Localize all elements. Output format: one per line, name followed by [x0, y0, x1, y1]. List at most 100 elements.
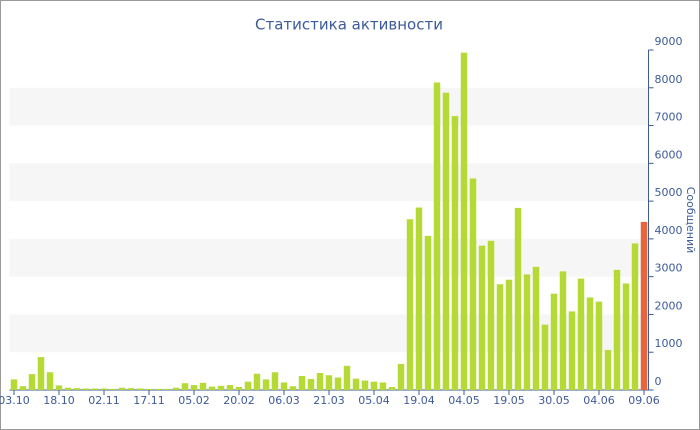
bar [451, 116, 459, 390]
bar [109, 388, 117, 390]
bar [343, 365, 351, 390]
chart-title: Статистика активности [255, 16, 443, 34]
y-tick-label: 7000 [655, 111, 683, 124]
bar [586, 297, 594, 390]
bar [190, 385, 198, 390]
bar [478, 245, 486, 390]
bar [631, 243, 639, 390]
bar [217, 385, 225, 390]
grid-band [9, 238, 649, 277]
y-tick-label: 4000 [655, 224, 683, 237]
x-tick-label: 19.05 [493, 394, 525, 407]
bar [100, 388, 108, 390]
bar [469, 178, 477, 390]
bar [163, 388, 171, 390]
bar [271, 372, 279, 390]
x-tick-label: 30.05 [538, 394, 570, 407]
bar [145, 388, 153, 390]
bar [514, 207, 522, 390]
bar [37, 357, 45, 390]
grid-band [9, 87, 649, 126]
bar [55, 385, 63, 390]
bar [154, 388, 162, 390]
y-tick-label: 3000 [655, 262, 683, 275]
bar [262, 379, 270, 390]
bar [208, 386, 216, 390]
x-tick-label: 20.02 [223, 394, 255, 407]
bar [577, 278, 585, 390]
x-tick-label: 05.04 [358, 394, 390, 407]
bar [64, 387, 72, 390]
bar [523, 274, 531, 390]
x-tick-label: 06.03 [268, 394, 300, 407]
bar [433, 82, 441, 390]
bar [460, 52, 468, 391]
bar [199, 382, 207, 390]
bar [46, 372, 54, 390]
bar [379, 382, 387, 390]
bar [325, 375, 333, 390]
bar [541, 324, 549, 390]
y-axis-title: Сообщений [684, 187, 697, 254]
bar [532, 266, 540, 390]
bar [361, 380, 369, 390]
bar [316, 373, 324, 390]
bar [388, 386, 396, 390]
y-tick-label: 6000 [655, 148, 683, 161]
y-tick-label: 9000 [655, 35, 683, 48]
x-tick-label: 03.10 [0, 394, 30, 407]
y-tick-label: 1000 [655, 337, 683, 350]
bar [235, 386, 243, 390]
bar [397, 363, 405, 390]
bar [442, 92, 450, 390]
y-tick-label: 0 [655, 375, 662, 388]
bar [91, 388, 99, 390]
bar [370, 381, 378, 390]
bar [28, 374, 36, 390]
bar [496, 284, 504, 390]
bar [307, 379, 315, 390]
x-tick-label: 21.03 [313, 394, 345, 407]
bar [244, 381, 252, 390]
bar [181, 383, 189, 390]
bar [82, 388, 90, 390]
y-tick-label: 5000 [655, 186, 683, 199]
bar [19, 386, 27, 390]
x-tick-label: 02.11 [88, 394, 120, 407]
bar [595, 301, 603, 390]
x-tick-label: 19.04 [403, 394, 435, 407]
grid-band [9, 163, 649, 202]
bar [559, 271, 567, 390]
y-tick-label: 8000 [655, 73, 683, 86]
bar [298, 376, 306, 390]
bar [613, 269, 621, 390]
x-tick-label: 04.06 [583, 394, 615, 407]
bar [487, 240, 495, 390]
bar [640, 221, 648, 390]
x-tick-label: 04.05 [448, 394, 480, 407]
x-tick-label: 09.06 [628, 394, 660, 407]
bar [334, 377, 342, 390]
bar [127, 388, 135, 390]
bar [550, 293, 558, 390]
bar [118, 387, 126, 390]
bar [604, 349, 612, 390]
bar [289, 386, 297, 390]
bar [253, 373, 261, 390]
bar [10, 379, 18, 390]
x-tick-label: 17.11 [133, 394, 165, 407]
x-tick-label: 18.10 [43, 394, 75, 407]
y-tick-label: 2000 [655, 299, 683, 312]
bar [406, 219, 414, 390]
bar [136, 388, 144, 390]
bar [226, 385, 234, 390]
bar [73, 388, 81, 390]
x-tick-label: 05.02 [178, 394, 210, 407]
bar [505, 279, 513, 390]
bar [415, 207, 423, 390]
bar [352, 378, 360, 390]
bar [172, 387, 180, 390]
bar [622, 283, 630, 390]
